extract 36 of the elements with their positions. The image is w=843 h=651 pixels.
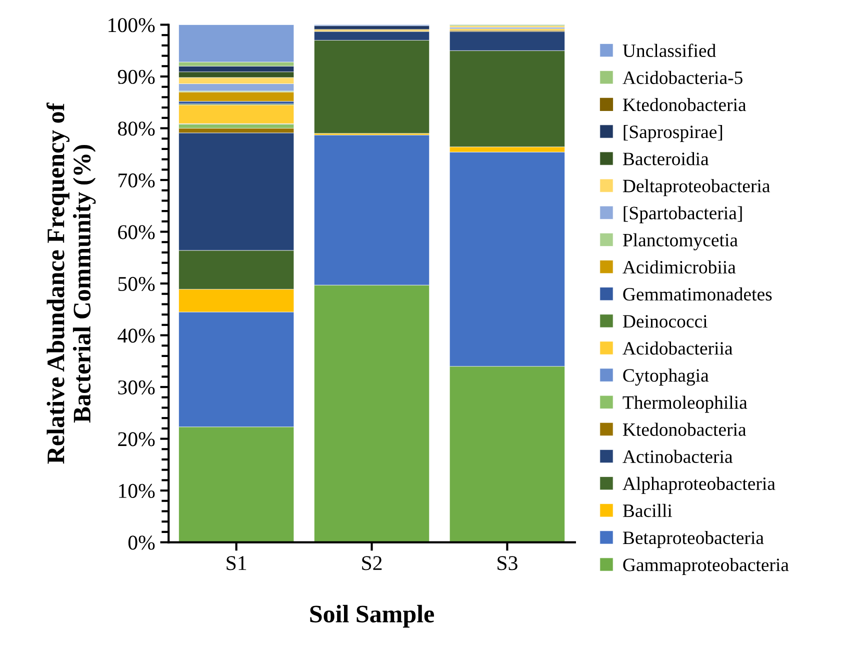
legend-label: Alphaproteobacteria [622,476,776,494]
y-tick-label: 50% [118,276,155,292]
y-tick-label: 90% [118,70,155,84]
y-tick-label: 70% [118,173,155,188]
y-tick-label: 60% [118,225,155,240]
legend-label: Bacteroidia [622,152,709,166]
legend-label: Actinobacteria [622,450,733,463]
legend-label: Deltaproteobacteria [622,179,770,196]
y-tick-label: 40% [118,328,155,343]
x-tick-label: S2 [362,556,382,570]
legend-label: Planctomycetia [622,233,738,250]
legend-label: [Saprospirae] [624,125,722,142]
legend-label: Ktedonobacteria [622,98,746,112]
legend-label: Acidimicrobiia [622,260,736,274]
legend-label: Ktedonobacteria [622,422,746,436]
x-tick-label: S1 [226,556,246,570]
x-tick-label: S3 [498,556,518,570]
y-tick-label: 100% [108,18,155,32]
legend-label: Acidobacteriia [622,342,733,355]
legend-label: Deinococci [622,315,708,328]
legend-label: Gammaproteobacteria [623,558,789,576]
legend-label: [Spartobacteria] [624,206,742,224]
x-axis-title: Soil Sample [310,604,434,628]
legend-label: Betaproteobacteria [622,530,764,548]
y-tick-label: 30% [118,380,155,395]
y-tick-label: 0% [128,536,155,550]
legend-label: Unclassified [622,44,716,58]
y-tick-label: 10% [119,484,155,498]
legend-label: Acidobacteria-5 [622,70,742,84]
legend-label: Gemmatimonadetes [623,287,772,301]
legend-label: Thermoleophilia [622,396,748,413]
legend-label: Bacilli [622,504,672,518]
legend-label: Cytophagia [623,368,709,386]
y-tick-label: 80% [118,122,155,136]
y-axis-title: Relative Abundance Frequency of Bacterial Community (%) [46,102,96,464]
y-tick-label: 20% [118,432,155,446]
